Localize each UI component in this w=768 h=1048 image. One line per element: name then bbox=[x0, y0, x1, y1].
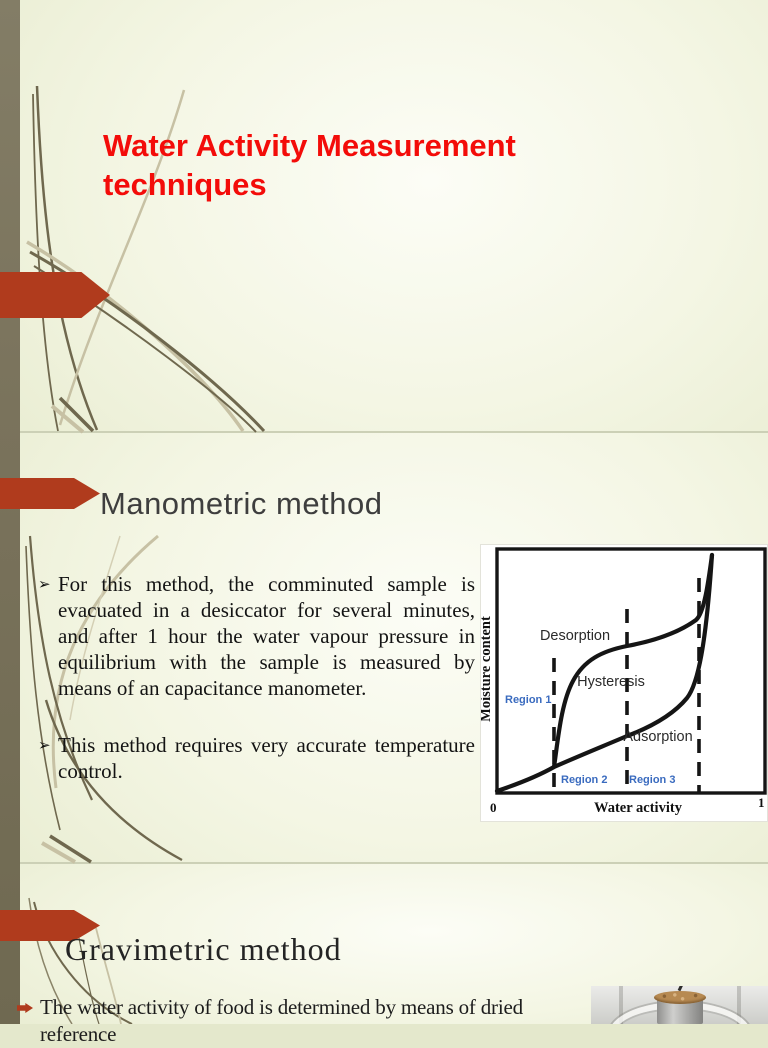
slide-separator bbox=[0, 431, 768, 433]
bullet-text: For this method, the comminuted sample i… bbox=[58, 572, 475, 700]
bullet-item: The water activity of food is determined… bbox=[17, 994, 582, 1048]
adsorption-curve bbox=[494, 552, 715, 794]
chart-plot-border bbox=[495, 547, 767, 795]
arrowhead-bullet-icon: ➢ bbox=[38, 736, 51, 754]
region-3-label: Region 3 bbox=[629, 774, 675, 786]
sorption-isotherm-chart: Desorption Hysteresis Adsorption Region … bbox=[481, 545, 767, 821]
chart-svg: Desorption Hysteresis Adsorption Region … bbox=[481, 547, 767, 816]
bullet-text: This method requires very accurate tempe… bbox=[58, 733, 475, 783]
region-1-label: Region 1 bbox=[505, 694, 551, 706]
glass-wall bbox=[619, 986, 623, 1024]
bullet-list: ➢ For this method, the comminuted sample… bbox=[38, 571, 475, 784]
arrow-bullet-icon bbox=[17, 1003, 33, 1013]
y-axis-label: Moisture content bbox=[481, 616, 494, 722]
x-axis-label: Water activity bbox=[594, 800, 683, 816]
bullet-item: ➢ This method requires very accurate tem… bbox=[38, 732, 475, 784]
slide-heading-manometric: Manometric method bbox=[100, 486, 383, 521]
x-tick-0: 0 bbox=[490, 800, 497, 815]
bullet-item: ➢ For this method, the comminuted sample… bbox=[38, 571, 475, 701]
desorption-label: Desorption bbox=[540, 628, 610, 644]
slide-1-background bbox=[0, 0, 768, 431]
sample-grains bbox=[654, 991, 706, 1004]
deck-title: Water Activity Measurement techniques bbox=[103, 126, 516, 204]
bullet-text: The water activity of food is determined… bbox=[40, 995, 523, 1046]
region-2-label: Region 2 bbox=[561, 774, 607, 786]
slide-separator bbox=[0, 862, 768, 864]
desorption-curve bbox=[551, 552, 715, 770]
adsorption-label: Adsorption bbox=[623, 729, 692, 745]
glass-wall bbox=[737, 986, 741, 1024]
deck-title-line2: techniques bbox=[103, 167, 267, 202]
hysteresis-label: Hysteresis bbox=[577, 674, 645, 690]
desiccator-photo bbox=[591, 986, 768, 1024]
arrowhead-bullet-icon: ➢ bbox=[38, 575, 51, 593]
slide-edge-bar bbox=[0, 0, 20, 1024]
deck-title-line1: Water Activity Measurement bbox=[103, 128, 516, 163]
slide-heading-gravimetric: Gravimetric method bbox=[65, 931, 342, 967]
x-tick-1: 1 bbox=[758, 795, 765, 810]
